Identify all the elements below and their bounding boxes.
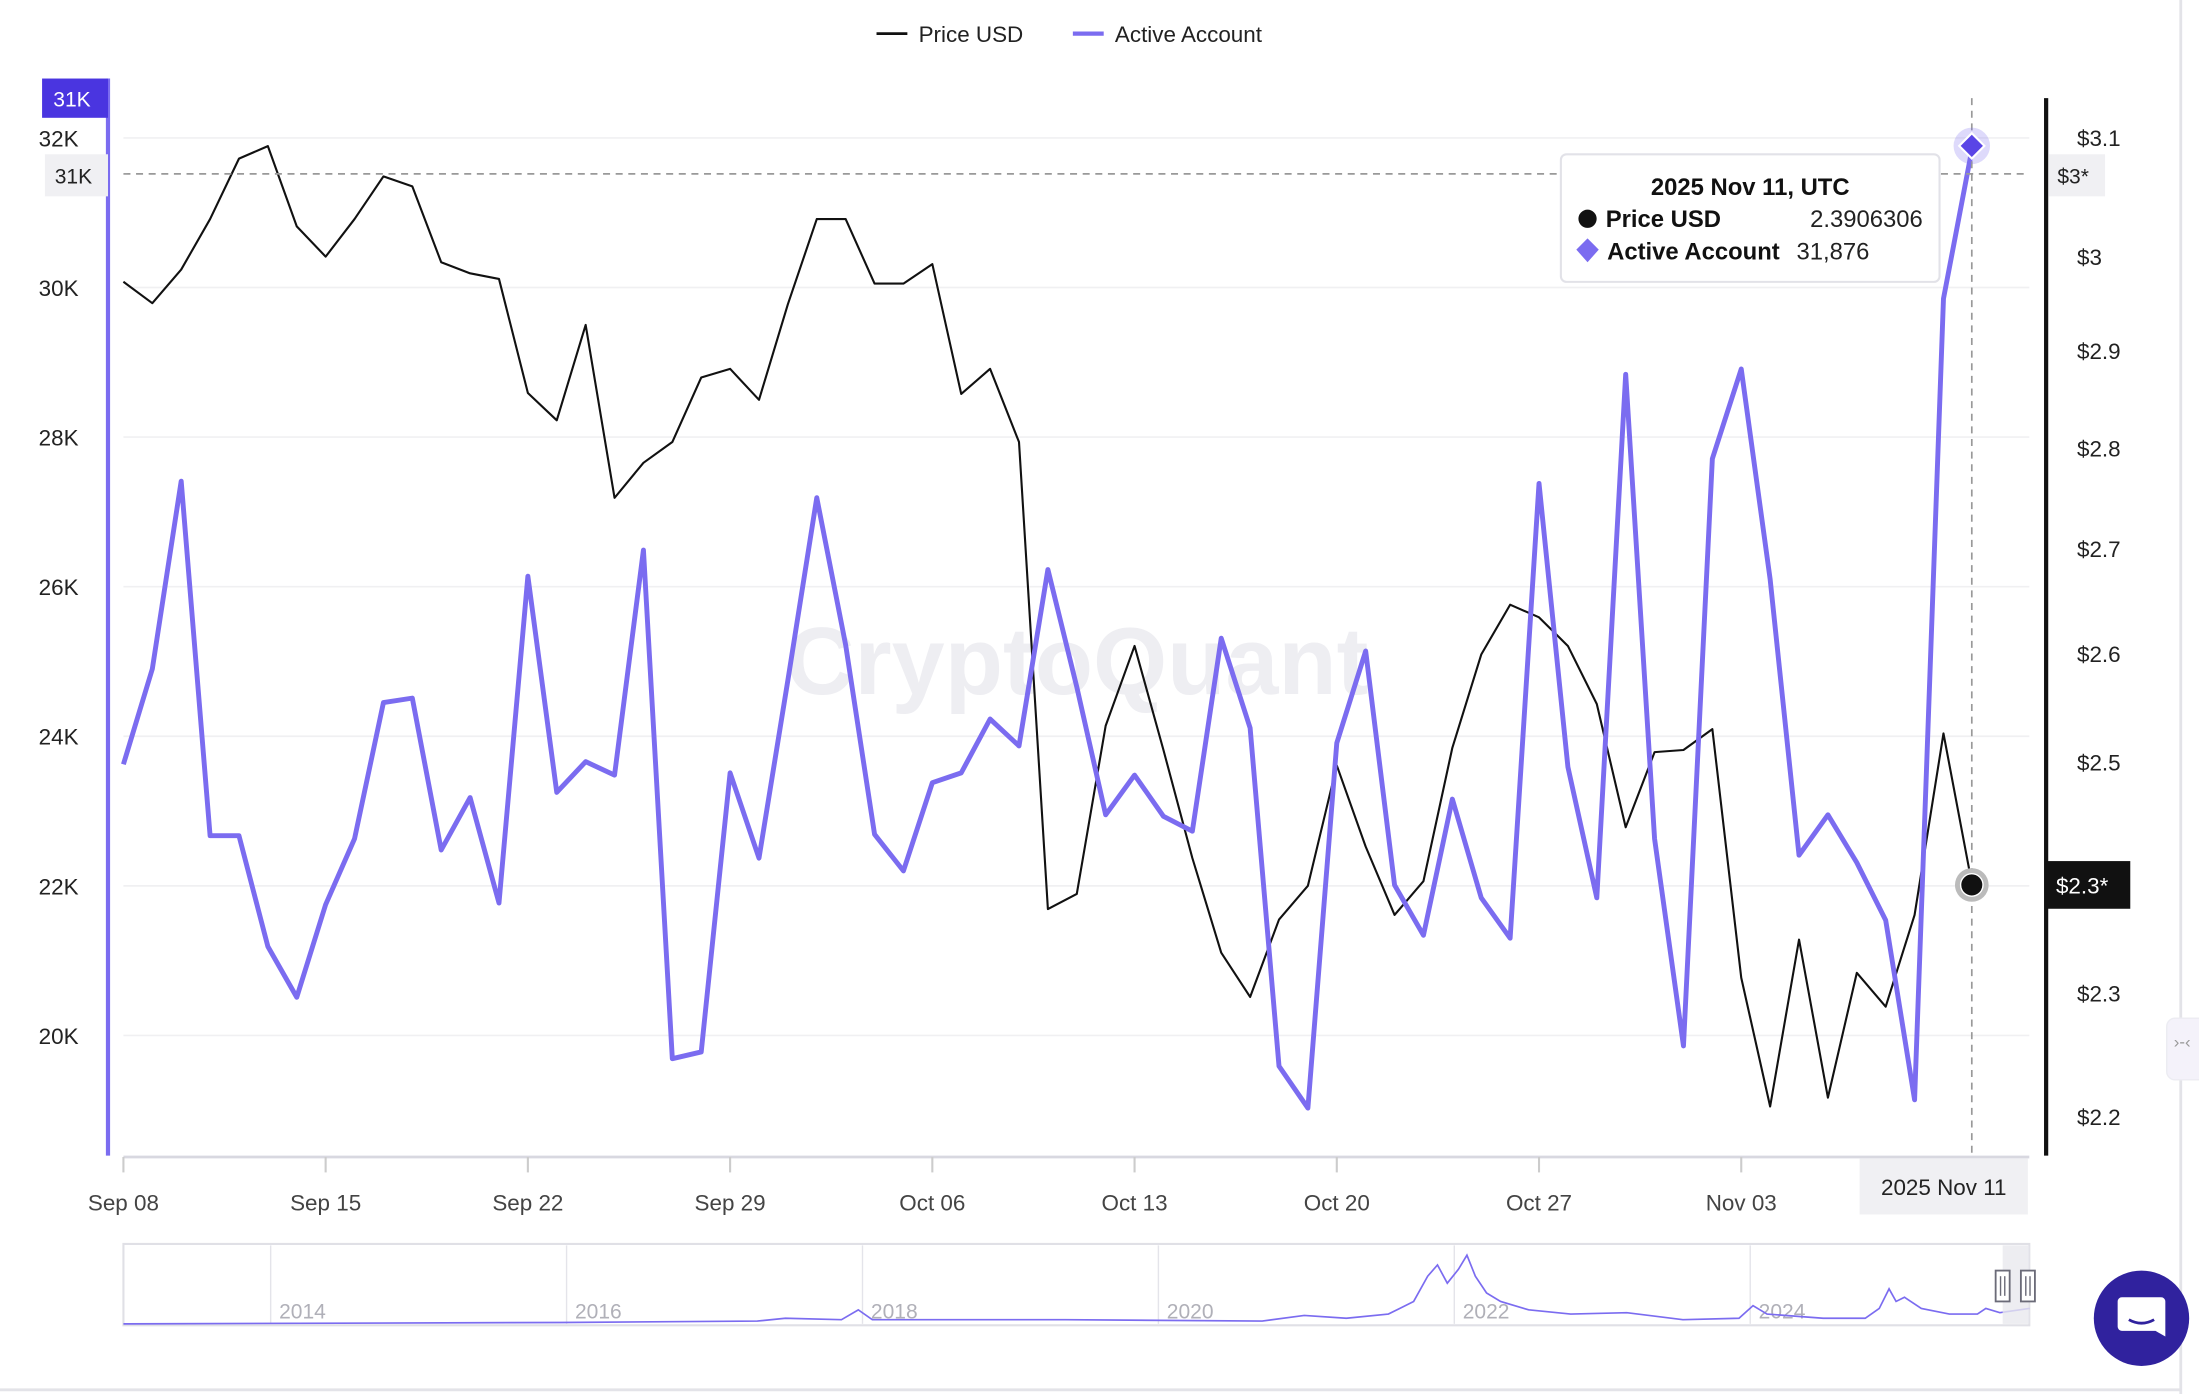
tooltip: 2025 Nov 11, UTC Price USD 2.3906306 Act… [1559, 153, 1941, 283]
right-axis-tick-label: $3.1 [2077, 126, 2121, 151]
tooltip-active-label: Active Account [1607, 238, 1780, 265]
right-axis-tick-label: $2.2 [2077, 1105, 2121, 1130]
navigator-year-label: 2022 [1463, 1300, 1510, 1323]
crosshair-right-label: $3* [2048, 154, 2106, 197]
navigator-year-label: 2024 [1759, 1300, 1806, 1323]
left-axis-tick-label: 26K [39, 575, 79, 600]
navigator-left-handle[interactable] [1994, 1269, 2011, 1303]
x-axis-ticks: Sep 08 Sep 15 Sep 22 Sep 29 Oct 06 Oct 13 Oct … [88, 1156, 1777, 1215]
right-axis-tick-label: $2.6 [2077, 642, 2121, 667]
legend-active-label: Active Account [1115, 22, 1263, 47]
right-axis-tick-label: $2.7 [2077, 537, 2121, 562]
x-axis-tick-label: Sep 22 [492, 1190, 563, 1215]
navigator-sparkline [123, 1253, 2030, 1325]
tooltip-price-label: Price USD [1606, 206, 1721, 233]
series-layer [121, 145, 1975, 1111]
tooltip-price-value: 2.3906306 [1810, 206, 1923, 233]
tooltip-title: 2025 Nov 11, UTC [1651, 174, 1850, 201]
crosshair-left-label: 31K [44, 154, 108, 197]
right-axis-tick-label: $2.8 [2077, 436, 2121, 461]
chat-icon [2117, 1297, 2166, 1337]
crosshair-right-text: $3* [2057, 166, 2089, 189]
navigator-year-label: 2020 [1167, 1300, 1214, 1323]
x-axis-tick-label: Sep 08 [88, 1190, 159, 1215]
left-axis-tick-label: 24K [39, 725, 79, 750]
x-axis-tick-label: Oct 20 [1304, 1190, 1370, 1215]
navigator-right-handle[interactable] [2019, 1269, 2036, 1303]
right-axis-tick-label: $2.3 [2077, 982, 2121, 1007]
left-axis-tick-label: 22K [39, 874, 79, 899]
chat-icon-smile [2128, 1318, 2155, 1325]
x-axis-tick-label: Oct 06 [899, 1190, 965, 1215]
left-axis-tick-label: 30K [39, 276, 79, 301]
left-axis-tick-label: 32K [39, 126, 79, 151]
navigator[interactable]: 2014 2016 2018 2020 2022 2024 [122, 1242, 2036, 1327]
right-axis-tick-label: $2.5 [2077, 751, 2121, 776]
tooltip-price-circle-icon [1578, 209, 1597, 228]
tooltip-active-value: 31,876 [1797, 238, 1870, 265]
side-tab-icon: ›-‹ [2174, 1033, 2191, 1052]
navigator-year-label: 2016 [575, 1300, 622, 1323]
left-axis-tick-label: 28K [39, 426, 79, 451]
x-axis-tick-label: Nov 03 [1706, 1190, 1777, 1215]
right-axis-tick-label: $2.9 [2077, 339, 2121, 364]
price-hover-dot [1959, 873, 1984, 897]
crosshair-price-text: $2.3* [2056, 873, 2109, 898]
navigator-year-label: 2018 [871, 1300, 918, 1323]
left-axis-tick-label: 20K [39, 1024, 79, 1049]
x-axis-tick-label: Sep 15 [290, 1190, 361, 1215]
watermark: CryptoQuant [786, 609, 1369, 715]
x-axis-tick-label: Oct 27 [1506, 1190, 1572, 1215]
navigator-frame [122, 1242, 2031, 1327]
x-axis-tick-label: Oct 13 [1102, 1190, 1168, 1215]
chat-button[interactable] [2093, 1270, 2190, 1366]
crosshair-price-label: $2.3* [2047, 861, 2131, 909]
x-axis-tick-label: Sep 29 [695, 1190, 766, 1215]
side-panel-tab[interactable]: ›-‹ [2166, 1017, 2199, 1081]
left-axis-ticks: 20K 22K 24K 26K 28K 30K 32K [39, 126, 79, 1049]
legend: Price USD Active Account [876, 22, 1263, 47]
tooltip-active-diamond-icon [1576, 238, 1599, 263]
grid [123, 137, 2030, 1037]
legend-price-label: Price USD [919, 22, 1024, 47]
crosshair-left-active-text: 31K [53, 89, 90, 112]
navigator-years: 2014 2016 2018 2020 2022 2024 [269, 1245, 1806, 1324]
right-axis-tick-label: $3 [2077, 245, 2102, 270]
navigator-year-label: 2014 [279, 1300, 326, 1323]
crosshair-left-label-active: 31K [42, 78, 108, 118]
crosshair-date-text: 2025 Nov 11 [1881, 1175, 2007, 1200]
legend-item-price[interactable]: Price USD [876, 22, 1024, 47]
crosshair-date-label: 2025 Nov 11 [1859, 1158, 2028, 1215]
active-hover-diamond-icon [1957, 131, 1986, 160]
crosshair-left-text: 31K [55, 166, 92, 189]
right-axis-ticks: $2.2 $2.3 $2.5 $2.6 $2.7 $2.8 $2.9 $3 $3.1 [2077, 126, 2121, 1130]
legend-item-active-account[interactable]: Active Account [1072, 22, 1263, 47]
